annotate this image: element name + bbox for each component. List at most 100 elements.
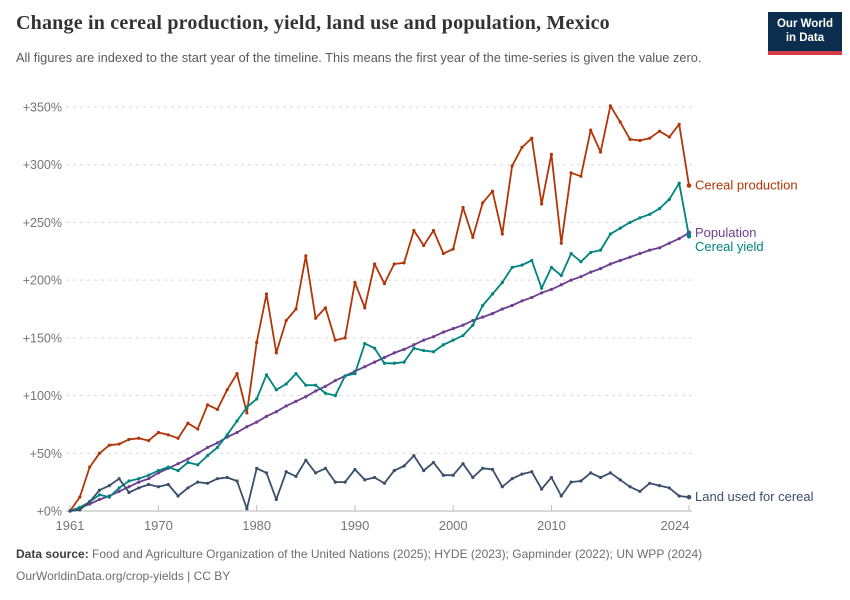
data-point bbox=[245, 425, 249, 429]
data-point bbox=[608, 471, 612, 475]
data-point bbox=[107, 484, 111, 488]
data-point bbox=[422, 243, 426, 248]
series-line-land-used-for-cereal[interactable] bbox=[69, 454, 690, 512]
data-point bbox=[117, 489, 121, 493]
data-point bbox=[559, 273, 563, 278]
data-point bbox=[549, 475, 554, 480]
data-point bbox=[579, 174, 583, 178]
data-point bbox=[186, 457, 190, 461]
data-point bbox=[549, 265, 554, 270]
data-point bbox=[628, 485, 632, 489]
data-point bbox=[618, 226, 622, 230]
data-point bbox=[156, 430, 161, 435]
data-point bbox=[156, 485, 161, 489]
footer-url[interactable]: OurWorldinData.org/crop-yields bbox=[16, 569, 184, 583]
data-point bbox=[392, 361, 396, 365]
data-point bbox=[648, 136, 652, 140]
data-point bbox=[540, 286, 544, 290]
data-point bbox=[657, 246, 662, 250]
data-point bbox=[255, 466, 259, 470]
data-point bbox=[422, 338, 426, 342]
series-label-population[interactable]: Population bbox=[695, 225, 756, 240]
data-point bbox=[274, 410, 278, 414]
data-point bbox=[579, 260, 583, 264]
data-point bbox=[323, 391, 328, 395]
data-point bbox=[137, 436, 141, 440]
owid-logo[interactable]: Our World in Data bbox=[767, 12, 842, 55]
data-point bbox=[205, 453, 210, 458]
data-point bbox=[441, 330, 445, 334]
data-point bbox=[648, 248, 652, 252]
data-point bbox=[589, 250, 593, 255]
data-point bbox=[353, 467, 357, 472]
data-point bbox=[441, 251, 445, 256]
data-point bbox=[314, 316, 318, 320]
data-point bbox=[667, 197, 671, 201]
data-point bbox=[372, 346, 377, 350]
data-point bbox=[323, 466, 328, 470]
data-point bbox=[638, 251, 642, 256]
series-label-land-used-for-cereal[interactable]: Land used for cereal bbox=[695, 489, 814, 504]
data-point bbox=[284, 382, 288, 386]
data-point bbox=[382, 355, 387, 360]
data-point bbox=[117, 477, 121, 481]
series-line-population[interactable] bbox=[69, 231, 690, 512]
data-point bbox=[323, 306, 328, 310]
data-point bbox=[530, 295, 534, 300]
data-point bbox=[471, 475, 475, 480]
data-point bbox=[333, 378, 337, 383]
series-layer bbox=[68, 104, 692, 513]
data-point bbox=[176, 469, 180, 473]
data-point bbox=[363, 306, 367, 310]
series-line-cereal-yield[interactable] bbox=[69, 182, 690, 512]
data-point bbox=[304, 395, 308, 399]
series-line-cereal-production[interactable] bbox=[69, 104, 690, 512]
data-point bbox=[559, 283, 563, 287]
data-point bbox=[540, 291, 544, 295]
series-label-cereal-production[interactable]: Cereal production bbox=[695, 177, 798, 192]
data-point bbox=[392, 469, 396, 473]
data-point bbox=[481, 315, 485, 319]
data-point bbox=[215, 445, 219, 450]
data-point bbox=[451, 327, 455, 331]
data-point bbox=[510, 303, 514, 308]
footer-license[interactable]: CC BY bbox=[193, 569, 231, 583]
data-point bbox=[392, 351, 396, 355]
data-point bbox=[490, 292, 495, 296]
data-point bbox=[88, 500, 92, 504]
data-point bbox=[372, 360, 377, 364]
data-point bbox=[255, 397, 259, 401]
data-point bbox=[343, 480, 347, 484]
data-point bbox=[205, 445, 210, 450]
data-point bbox=[628, 255, 632, 259]
data-point bbox=[205, 403, 210, 407]
data-point bbox=[314, 389, 318, 393]
data-point bbox=[530, 136, 534, 140]
data-point bbox=[471, 318, 475, 323]
data-point bbox=[431, 335, 436, 339]
y-axis-label: +50% bbox=[30, 447, 62, 461]
data-point bbox=[117, 442, 121, 446]
data-point bbox=[598, 267, 603, 271]
data-point bbox=[304, 458, 308, 462]
data-point bbox=[294, 399, 298, 403]
grid-layer: +0% +50% +100% +150% +200% +250% +300% +350% bbox=[23, 101, 694, 519]
data-point bbox=[235, 372, 239, 376]
data-point bbox=[530, 258, 534, 263]
data-point bbox=[471, 323, 475, 327]
data-point bbox=[471, 235, 475, 240]
x-axis-label: 1970 bbox=[144, 518, 173, 533]
data-point bbox=[372, 262, 377, 266]
series-end-dot bbox=[686, 494, 692, 500]
data-point bbox=[638, 489, 642, 493]
data-point bbox=[294, 474, 298, 478]
data-point bbox=[422, 348, 426, 353]
data-point bbox=[196, 427, 200, 431]
axis-layer: 1961 1970 1980 1990 2000 2010 2024 bbox=[56, 505, 692, 533]
data-point bbox=[451, 473, 455, 477]
x-axis-label: 1961 bbox=[56, 518, 85, 533]
chart-subtitle: All figures are indexed to the start yea… bbox=[16, 50, 702, 65]
series-label-cereal-yield[interactable]: Cereal yield bbox=[695, 239, 764, 254]
data-point bbox=[451, 338, 455, 342]
